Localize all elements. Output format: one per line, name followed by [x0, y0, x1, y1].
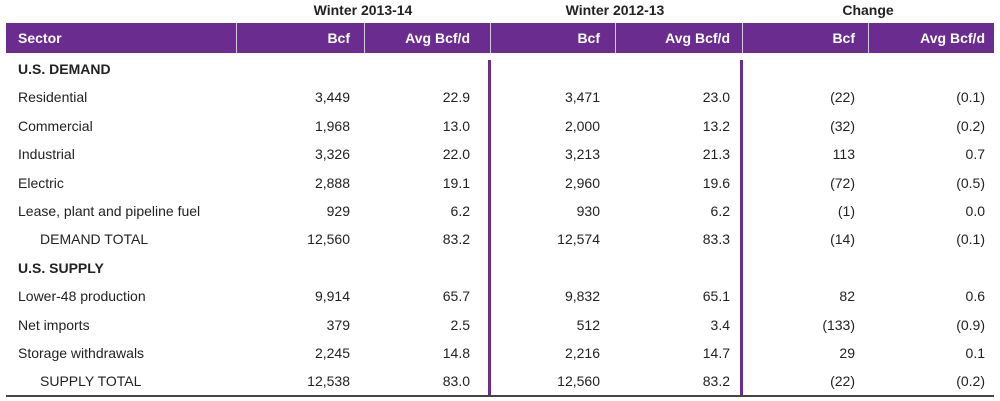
cell: 2,888: [314, 174, 350, 191]
column-header: Bcf: [577, 30, 600, 46]
cell: 13.2: [702, 117, 730, 134]
header-separator: [742, 23, 743, 53]
cell: 3,213: [564, 146, 600, 163]
column-header: Sector: [18, 30, 62, 46]
cell: 6.2: [450, 203, 470, 219]
cell: 0.0: [965, 203, 985, 219]
cell: 82: [839, 288, 855, 305]
cell: 2,000: [564, 117, 600, 134]
cell: 14.8: [442, 345, 470, 361]
cell: (22): [830, 373, 855, 390]
cell: 0.7: [965, 146, 985, 163]
cell: 21.3: [702, 146, 730, 163]
cell: 22.0: [442, 146, 470, 163]
cell: (0.2): [956, 373, 985, 390]
cell: (72): [830, 174, 855, 191]
row-label: Storage withdrawals: [18, 345, 145, 361]
cell: 2.5: [450, 316, 470, 333]
header-bar: [6, 23, 994, 53]
header-separator: [615, 23, 616, 53]
section-label: U.S. SUPPLY: [18, 259, 104, 276]
cell: 22.9: [442, 89, 470, 106]
header-separator: [868, 23, 869, 53]
group-header: Winter 2012-13: [565, 2, 665, 18]
cell: 2,960: [564, 174, 600, 191]
row-label: Lease, plant and pipeline fuel: [18, 203, 201, 219]
column-header: Avg Bcf/d: [405, 30, 470, 46]
row-label: Net imports: [18, 316, 90, 333]
column-header: Avg Bcf/d: [920, 30, 985, 46]
row-label: Residential: [18, 89, 88, 106]
cell: (14): [830, 231, 855, 248]
group-header: Change: [842, 2, 894, 18]
column-header: Bcf: [832, 30, 855, 46]
cell: 83.2: [702, 373, 730, 390]
cell: 1,968: [314, 117, 350, 134]
cell: 0.6: [965, 288, 985, 305]
row-label: DEMAND TOTAL: [40, 231, 149, 248]
cell: (133): [822, 316, 855, 333]
cell: 379: [326, 316, 350, 333]
cell: 512: [576, 316, 600, 333]
cell: (1): [837, 203, 855, 219]
cell: 6.2: [710, 203, 730, 219]
section-label: U.S. DEMAND: [18, 61, 111, 77]
cell: 12,574: [557, 231, 600, 248]
cell: 2,245: [314, 345, 350, 361]
cell: 19.1: [442, 174, 470, 191]
cell: 3,326: [314, 146, 350, 163]
cell: 13.0: [442, 117, 470, 134]
cell: (0.9): [956, 316, 985, 333]
group-header: Winter 2013-14: [313, 2, 413, 18]
cell: (22): [830, 89, 855, 106]
cell: 83.3: [702, 231, 730, 248]
bottom-rule: [6, 395, 994, 397]
cell: 14.7: [702, 345, 730, 361]
header-separator: [364, 23, 365, 53]
cell: 929: [326, 203, 350, 219]
cell: (0.1): [956, 89, 985, 106]
row-label: Commercial: [18, 117, 93, 134]
cell: 113: [832, 146, 855, 163]
column-header: Avg Bcf/d: [665, 30, 730, 46]
cell: 0.1: [965, 345, 985, 361]
divider: [740, 60, 743, 396]
cell: 23.0: [702, 89, 730, 106]
cell: 3.4: [710, 316, 730, 333]
row-label: Lower-48 production: [18, 288, 146, 305]
cell: 3,471: [564, 89, 600, 106]
row-label: SUPPLY TOTAL: [40, 373, 142, 390]
cell: 65.1: [702, 288, 730, 305]
row-label: Electric: [18, 174, 64, 191]
divider: [488, 60, 491, 396]
cell: (0.5): [956, 174, 985, 191]
header-separator: [490, 23, 491, 53]
column-header: Bcf: [327, 30, 350, 46]
cell: 12,560: [307, 231, 350, 248]
cell: 12,538: [307, 373, 350, 390]
header-separator: [236, 23, 237, 53]
cell: 2,216: [564, 345, 600, 361]
cell: 9,832: [564, 288, 600, 305]
cell: 930: [576, 203, 600, 219]
cell: 83.0: [442, 373, 470, 390]
cell: 65.7: [442, 288, 470, 305]
cell: 3,449: [314, 89, 350, 106]
cell: 9,914: [314, 288, 350, 305]
cell: 12,560: [557, 373, 600, 390]
cell: (0.2): [956, 117, 985, 134]
cell: 29: [839, 345, 855, 361]
cell: (32): [830, 117, 855, 134]
cell: 83.2: [442, 231, 470, 248]
cell: 19.6: [702, 174, 730, 191]
cell: (0.1): [956, 231, 985, 248]
row-label: Industrial: [18, 146, 75, 163]
